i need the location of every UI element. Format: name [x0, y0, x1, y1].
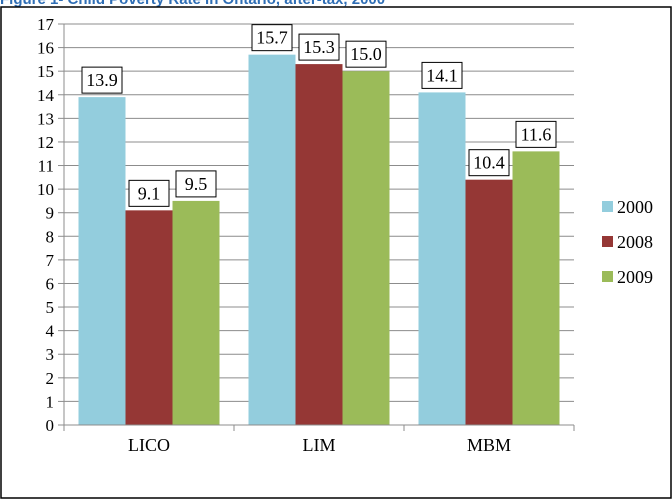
data-label-box — [515, 120, 557, 148]
y-tick-label: 15 — [37, 62, 54, 81]
x-category-label: LIM — [303, 435, 336, 455]
y-tick-label: 6 — [46, 274, 55, 293]
legend-label-2000: 2000 — [617, 197, 653, 217]
y-tick-label: 12 — [37, 133, 54, 152]
y-tick-label: 13 — [37, 109, 54, 128]
data-label: 10.4 — [473, 153, 505, 173]
bar-2008-LICO — [125, 210, 173, 425]
y-tick-label: 3 — [46, 345, 55, 364]
y-tick-label: 7 — [46, 251, 55, 270]
y-tick-label: 11 — [38, 157, 54, 176]
bar-2000-LIM — [248, 54, 296, 426]
data-label: 13.9 — [86, 70, 118, 90]
bar-2008-MBM — [465, 179, 513, 425]
data-label-box — [81, 66, 123, 94]
bar-2009-LICO — [172, 200, 220, 425]
data-label-box — [345, 40, 387, 68]
y-tick-label: 9 — [46, 204, 55, 223]
bars — [78, 54, 560, 426]
y-tick-label: 14 — [37, 86, 55, 105]
data-label: 11.6 — [521, 124, 552, 144]
chart-frame: 0 1 2 3 4 5 6 7 8 9 10 11 12 13 14 15 16 17 LICO LIM MBM 13.… — [0, 6, 672, 499]
data-labels: 13.9 9.1 9.5 15.7 15.3 15.0 14.1 10.4 11.6 — [81, 24, 557, 207]
y-tick-label: 16 — [37, 39, 54, 58]
x-category-label: MBM — [467, 435, 511, 455]
y-tick-label: 10 — [37, 180, 54, 199]
data-label: 14.1 — [426, 65, 458, 85]
bar-2008-LIM — [295, 64, 343, 425]
legend-label-2008: 2008 — [617, 232, 653, 252]
data-label-box — [251, 24, 293, 52]
data-label: 9.5 — [185, 174, 208, 194]
data-label-box — [298, 33, 340, 61]
data-label-box — [421, 61, 463, 89]
bar-2009-MBM — [512, 151, 560, 425]
legend: 2000 2008 2009 — [602, 197, 653, 287]
chart-title: Figure 1- Child Poverty Rate in Ontario,… — [0, 0, 672, 9]
data-label-box — [175, 170, 217, 198]
y-tick-label: 1 — [46, 392, 55, 411]
legend-swatch-2000 — [602, 201, 613, 212]
data-label: 9.1 — [138, 183, 161, 203]
legend-swatch-2008 — [602, 236, 613, 247]
bar-2000-MBM — [418, 92, 466, 425]
y-tick-label: 0 — [46, 416, 55, 435]
legend-label-2009: 2009 — [617, 267, 653, 287]
data-label: 15.3 — [303, 37, 335, 57]
y-tick-label: 4 — [46, 322, 55, 341]
data-label-box — [128, 179, 170, 207]
bar-2009-LIM — [342, 71, 390, 426]
data-label: 15.7 — [256, 28, 288, 48]
data-label-box — [468, 149, 510, 177]
data-label: 15.0 — [350, 44, 382, 64]
bar-2000-LICO — [78, 97, 126, 425]
y-tick-label: 8 — [46, 227, 55, 246]
y-tick-label: 17 — [37, 15, 55, 34]
y-tick-label: 5 — [46, 298, 55, 317]
legend-swatch-2009 — [602, 271, 613, 282]
y-tick-label: 2 — [46, 369, 55, 388]
x-category-label: LICO — [128, 435, 170, 455]
